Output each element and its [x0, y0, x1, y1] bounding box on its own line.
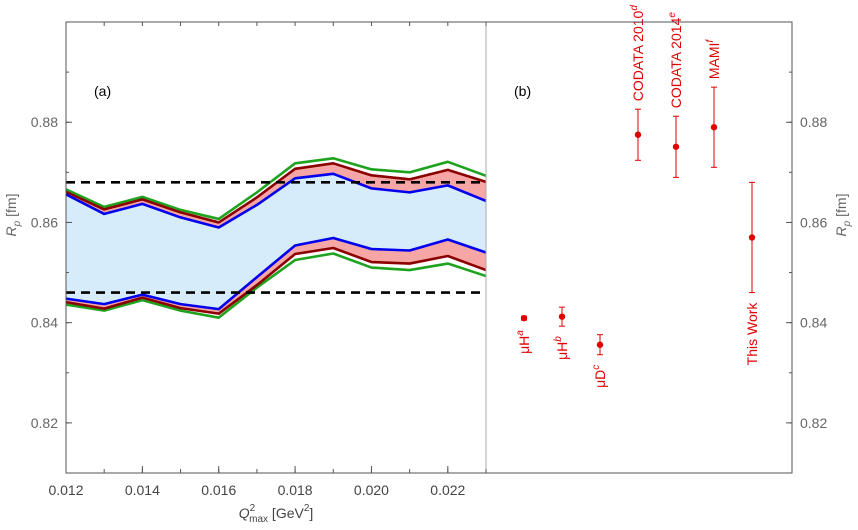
series-green-upper: [65, 157, 487, 221]
data-point-2: μDc: [591, 334, 608, 388]
panel-b-label: (b): [514, 83, 531, 99]
point-label: μDc: [591, 365, 608, 388]
panel-a: (a): [65, 83, 487, 319]
data-point-4: CODATA 2014e: [667, 12, 684, 178]
band-red-upper-fill: [66, 163, 486, 228]
data-point-1: μHb: [553, 306, 570, 360]
series-green-lower: [65, 252, 487, 319]
x-tick-label: 0.018: [278, 482, 313, 498]
point-label-sup: e: [667, 12, 678, 18]
data-point-3: CODATA 2010d: [629, 5, 646, 161]
point-label-sup: f: [705, 39, 716, 43]
reference-lines: [66, 181, 486, 294]
point-marker: [558, 313, 566, 320]
y-axis-label-left: Rp [fm]: [3, 194, 23, 237]
point-label-sup: c: [591, 365, 602, 370]
x-axis-label: Q2 max [GeV2]: [239, 503, 314, 525]
x-tick-label: 0.016: [201, 482, 236, 498]
point-marker: [596, 341, 604, 348]
y-tick-label-left: 0.82: [31, 415, 58, 431]
point-label-text: μD: [592, 370, 608, 388]
panel-a-label: (a): [94, 83, 111, 99]
point-label: μHa: [515, 330, 532, 354]
point-label: CODATA 2010d: [629, 5, 646, 102]
x-tick-label: 0.014: [125, 482, 160, 498]
point-label-text: MAMI: [706, 43, 722, 80]
series-lines: [65, 157, 487, 319]
point-label: CODATA 2014e: [667, 12, 684, 109]
band-red-lower-fill: [66, 237, 486, 314]
y-tick-label-left: 0.88: [31, 114, 58, 130]
band-blue-fill: [66, 173, 486, 310]
point-label: μHb: [553, 336, 570, 360]
point-label-sup: a: [515, 330, 526, 336]
point-label-text: CODATA 2014: [668, 17, 684, 108]
point-marker: [748, 234, 756, 241]
y-tick-label-right: 0.88: [800, 114, 827, 130]
plot-frame: [65, 21, 793, 474]
y-tick-label-right: 0.82: [800, 415, 827, 431]
y-tick-label-left: 0.84: [31, 315, 58, 331]
point-label: MAMIf: [705, 39, 722, 80]
point-label: This Work: [744, 302, 760, 366]
y-axis-label-right: Rp [fm]: [833, 194, 853, 237]
point-marker: [710, 124, 718, 131]
y-tick-label-left: 0.86: [31, 214, 58, 230]
series-blue-upper: [65, 172, 487, 229]
series-blue-lower: [65, 236, 487, 311]
y-tick-label-right: 0.86: [800, 214, 827, 230]
point-label-sup: d: [629, 5, 640, 11]
y-tick-label-right: 0.84: [800, 315, 827, 331]
data-point-5: MAMIf: [705, 39, 722, 168]
x-tick-label: 0.020: [354, 482, 389, 498]
point-label-text: μH: [554, 342, 570, 360]
point-label-text: μH: [516, 336, 532, 354]
series-red-lower: [65, 246, 487, 315]
point-marker: [520, 314, 528, 322]
axes: [65, 21, 793, 474]
ticks: 0.82 0.82 0.84 0.84 0.86 0.86 0.88 0.88 0.012 0.0…: [31, 21, 827, 498]
point-label-text: This Work: [744, 302, 760, 366]
point-label-text: CODATA 2010: [630, 10, 646, 101]
x-tick-label: 0.022: [430, 482, 465, 498]
point-label-sup: b: [553, 336, 564, 342]
x-tick-label: 0.012: [48, 482, 83, 498]
point-marker: [634, 131, 642, 138]
data-point-6: This Work: [744, 181, 760, 366]
point-marker: [672, 143, 680, 150]
data-point-0: μHa: [515, 314, 532, 354]
